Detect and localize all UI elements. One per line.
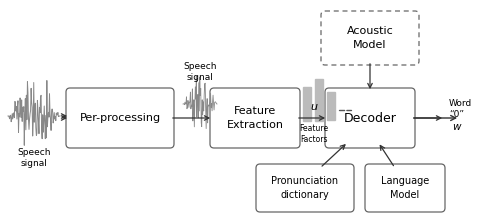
Text: Pronunciation
dictionary: Pronunciation dictionary bbox=[271, 176, 338, 200]
Text: Speech
signal: Speech signal bbox=[183, 62, 217, 82]
Bar bbox=[327, 92, 335, 120]
Text: Speech
signal: Speech signal bbox=[17, 148, 51, 168]
Text: Decoder: Decoder bbox=[344, 111, 396, 124]
FancyBboxPatch shape bbox=[365, 164, 445, 212]
Text: w: w bbox=[452, 122, 460, 132]
FancyBboxPatch shape bbox=[321, 11, 419, 65]
FancyBboxPatch shape bbox=[325, 88, 415, 148]
Text: Acoustic
Model: Acoustic Model bbox=[347, 26, 394, 50]
Text: Feature
Extraction: Feature Extraction bbox=[227, 106, 284, 130]
FancyBboxPatch shape bbox=[66, 88, 174, 148]
FancyBboxPatch shape bbox=[210, 88, 300, 148]
Text: Per-processing: Per-processing bbox=[79, 113, 161, 123]
Text: Word
“0”: Word “0” bbox=[449, 99, 472, 119]
Bar bbox=[303, 87, 311, 121]
Text: Feature
Factors: Feature Factors bbox=[300, 124, 329, 144]
FancyBboxPatch shape bbox=[256, 164, 354, 212]
Text: Language
Model: Language Model bbox=[381, 176, 429, 200]
Bar bbox=[315, 79, 323, 121]
Text: u: u bbox=[311, 102, 317, 112]
